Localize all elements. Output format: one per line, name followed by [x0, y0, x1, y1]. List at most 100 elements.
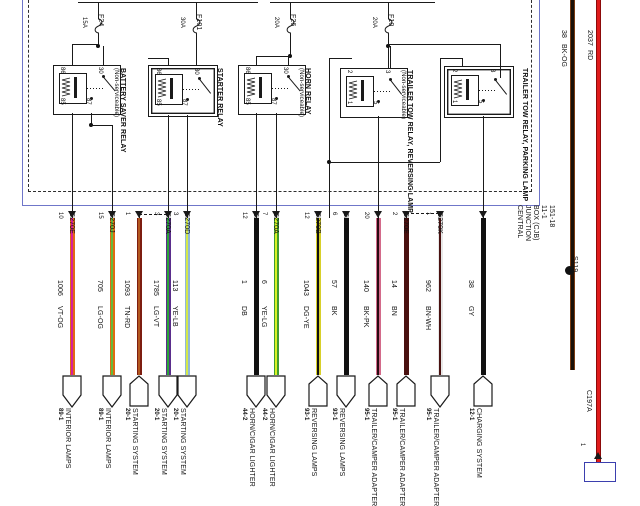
- wire-destination-connector-5[interactable]: [246, 375, 266, 408]
- relay-1-86-feed-h: [72, 44, 98, 45]
- wire-stripe-right: [484, 218, 486, 375]
- relay-5-pin-2: 2: [451, 69, 457, 73]
- wire-destination-connector-10[interactable]: [396, 375, 416, 408]
- wire-1093-TN-RD: [136, 218, 142, 375]
- relay-2-85-out: [168, 115, 169, 218]
- wire-stripe-right: [188, 218, 190, 375]
- relay-4-dotted-link: [374, 91, 390, 92]
- wire-dest-ref-2: 20-1: [124, 408, 130, 421]
- wire-destination-connector-2[interactable]: [129, 375, 149, 408]
- relay-1-87-jog: [91, 125, 112, 126]
- wire-113-YE-LB: [184, 218, 190, 375]
- wire-dest-ref-8: 93-1: [331, 408, 337, 421]
- relay-4-3-feed: [390, 46, 391, 68]
- relay-4-pin-5: 5: [372, 101, 378, 105]
- wire-arrow-5: [252, 211, 260, 218]
- relay-3-coil-winding: [245, 77, 256, 103]
- wire-core: [273, 218, 279, 375]
- relay-5-5-out: [483, 116, 484, 218]
- wire-colorcode-4: YE-LB: [171, 306, 178, 327]
- relay-2-pin-87: 87: [181, 99, 187, 106]
- right-wire-rd-stripe-left: [596, 0, 598, 480]
- fuse-f24-symbol: [92, 15, 105, 42]
- wire-dest-ref-12: 12-1: [468, 408, 474, 421]
- relay-5-3-feed-v: [500, 44, 501, 78]
- feed-f26: [290, 2, 291, 16]
- wire-destination-connector-12[interactable]: [473, 375, 493, 408]
- wire-core: [437, 218, 443, 375]
- fuse-f24-rating: 15A: [81, 17, 87, 28]
- wire-colorcode-2: TN-RD: [123, 306, 130, 329]
- wire-colorcode-8: BK: [330, 306, 337, 316]
- relay-2-coil-winding: [156, 78, 167, 104]
- wire-destination-connector-4[interactable]: [177, 375, 197, 408]
- relay-5-coil-winding: [452, 79, 463, 105]
- relay-2-name: STARTER RELAY: [216, 68, 223, 127]
- wire-pin-7: 12: [303, 212, 309, 219]
- fuse-f26-rating: 20A: [273, 17, 279, 28]
- wire-dest-name-5: HORN/CIGAR LIGHTER: [248, 408, 255, 487]
- relay-3-term-30: [287, 75, 290, 78]
- relay-3-note: (Non-serviceable): [298, 68, 304, 118]
- wire-dest-name-12: CHARGING SYSTEM: [475, 408, 482, 478]
- relay-5-dotted-link: [479, 90, 495, 91]
- relay-5-pin-5: 5: [477, 100, 483, 104]
- cjb-label-line-1: JUNCTION: [524, 205, 531, 242]
- relay-5-pin-3: 3: [489, 69, 495, 73]
- wire-colorcode-10: BN: [390, 306, 397, 316]
- wire-stripe-right: [257, 218, 259, 375]
- wire-destination-connector-1[interactable]: [102, 375, 122, 408]
- wire-stripe-right: [347, 218, 349, 375]
- connector-c197a-box[interactable]: [584, 462, 616, 482]
- wire-destination-connector-8[interactable]: [336, 375, 356, 408]
- wire-stripe-left: [273, 218, 275, 375]
- right-wire-bk-og-circuit: 38: [560, 30, 567, 38]
- wire-dest-name-0: INTERIOR LAMPS: [64, 408, 71, 469]
- wire-destination-connector-9[interactable]: [368, 375, 388, 408]
- fuse-f101-rating: 30A: [179, 17, 185, 28]
- wire-dest-ref-11: 95-1: [425, 408, 431, 421]
- relay-2-pin-30: 30: [193, 68, 199, 75]
- wire-1043-DG-YE: [315, 218, 321, 375]
- fuse-f101-name: F101: [195, 14, 202, 31]
- relay-2-86-feed-v: [168, 58, 169, 65]
- right-wire-bk-og-core: [570, 0, 575, 370]
- relay-4-note: (Non-serviceable): [400, 70, 406, 120]
- wire-dest-ref-6: 44-2: [261, 408, 267, 421]
- wire-arrow-0: [68, 211, 76, 218]
- wire-arrow-7: [314, 211, 322, 218]
- relay-1-30-feed: [103, 46, 104, 65]
- lower-dashed-stub-right: [406, 213, 439, 214]
- wire-stripe-left: [253, 218, 255, 375]
- relay-2-term-30: [198, 77, 201, 80]
- wire-destination-connector-0[interactable]: [62, 375, 82, 408]
- wire-destination-connector-11[interactable]: [430, 375, 450, 408]
- relay-2-term-87: [186, 98, 189, 101]
- relay-5-term-5: [482, 99, 485, 102]
- cjb-dashed-border: [28, 0, 532, 192]
- wire-circuit-9: 140: [362, 280, 369, 292]
- wire-core: [315, 218, 321, 375]
- wire-arrow-1: [108, 211, 116, 218]
- wire-destination-connector-3[interactable]: [158, 375, 178, 408]
- relay-2-coil-bar: [170, 78, 173, 99]
- wire-705-LG-OG: [109, 218, 115, 375]
- wire-colorcode-11: BN-WH: [424, 306, 431, 331]
- wire-destination-connector-6[interactable]: [266, 375, 286, 408]
- relay-1-note: (Non-serviceable): [113, 68, 119, 118]
- wire-stripe-left: [343, 218, 345, 375]
- cjb-label-line-2: BOX (CJB): [532, 205, 539, 241]
- wire-dest-name-9: TRAILER/CAMPER ADAPTER: [370, 408, 377, 506]
- relay-3-87-out: [276, 113, 277, 218]
- relay-2-pin-86: 86: [155, 68, 161, 75]
- node-f26: [288, 54, 292, 58]
- fuse-f26-name: F26: [289, 14, 296, 27]
- wire-pin-11: 1: [425, 212, 431, 216]
- wire-stripe-left: [480, 218, 482, 375]
- wire-circuit-6: 6: [260, 280, 267, 284]
- cjb-label-line-4: 151-18: [548, 205, 555, 228]
- wire-arrow-11: [436, 211, 444, 218]
- wire-destination-connector-7[interactable]: [308, 375, 328, 408]
- wire-stripe-left: [375, 218, 377, 375]
- top-bus-right: [270, 2, 435, 3]
